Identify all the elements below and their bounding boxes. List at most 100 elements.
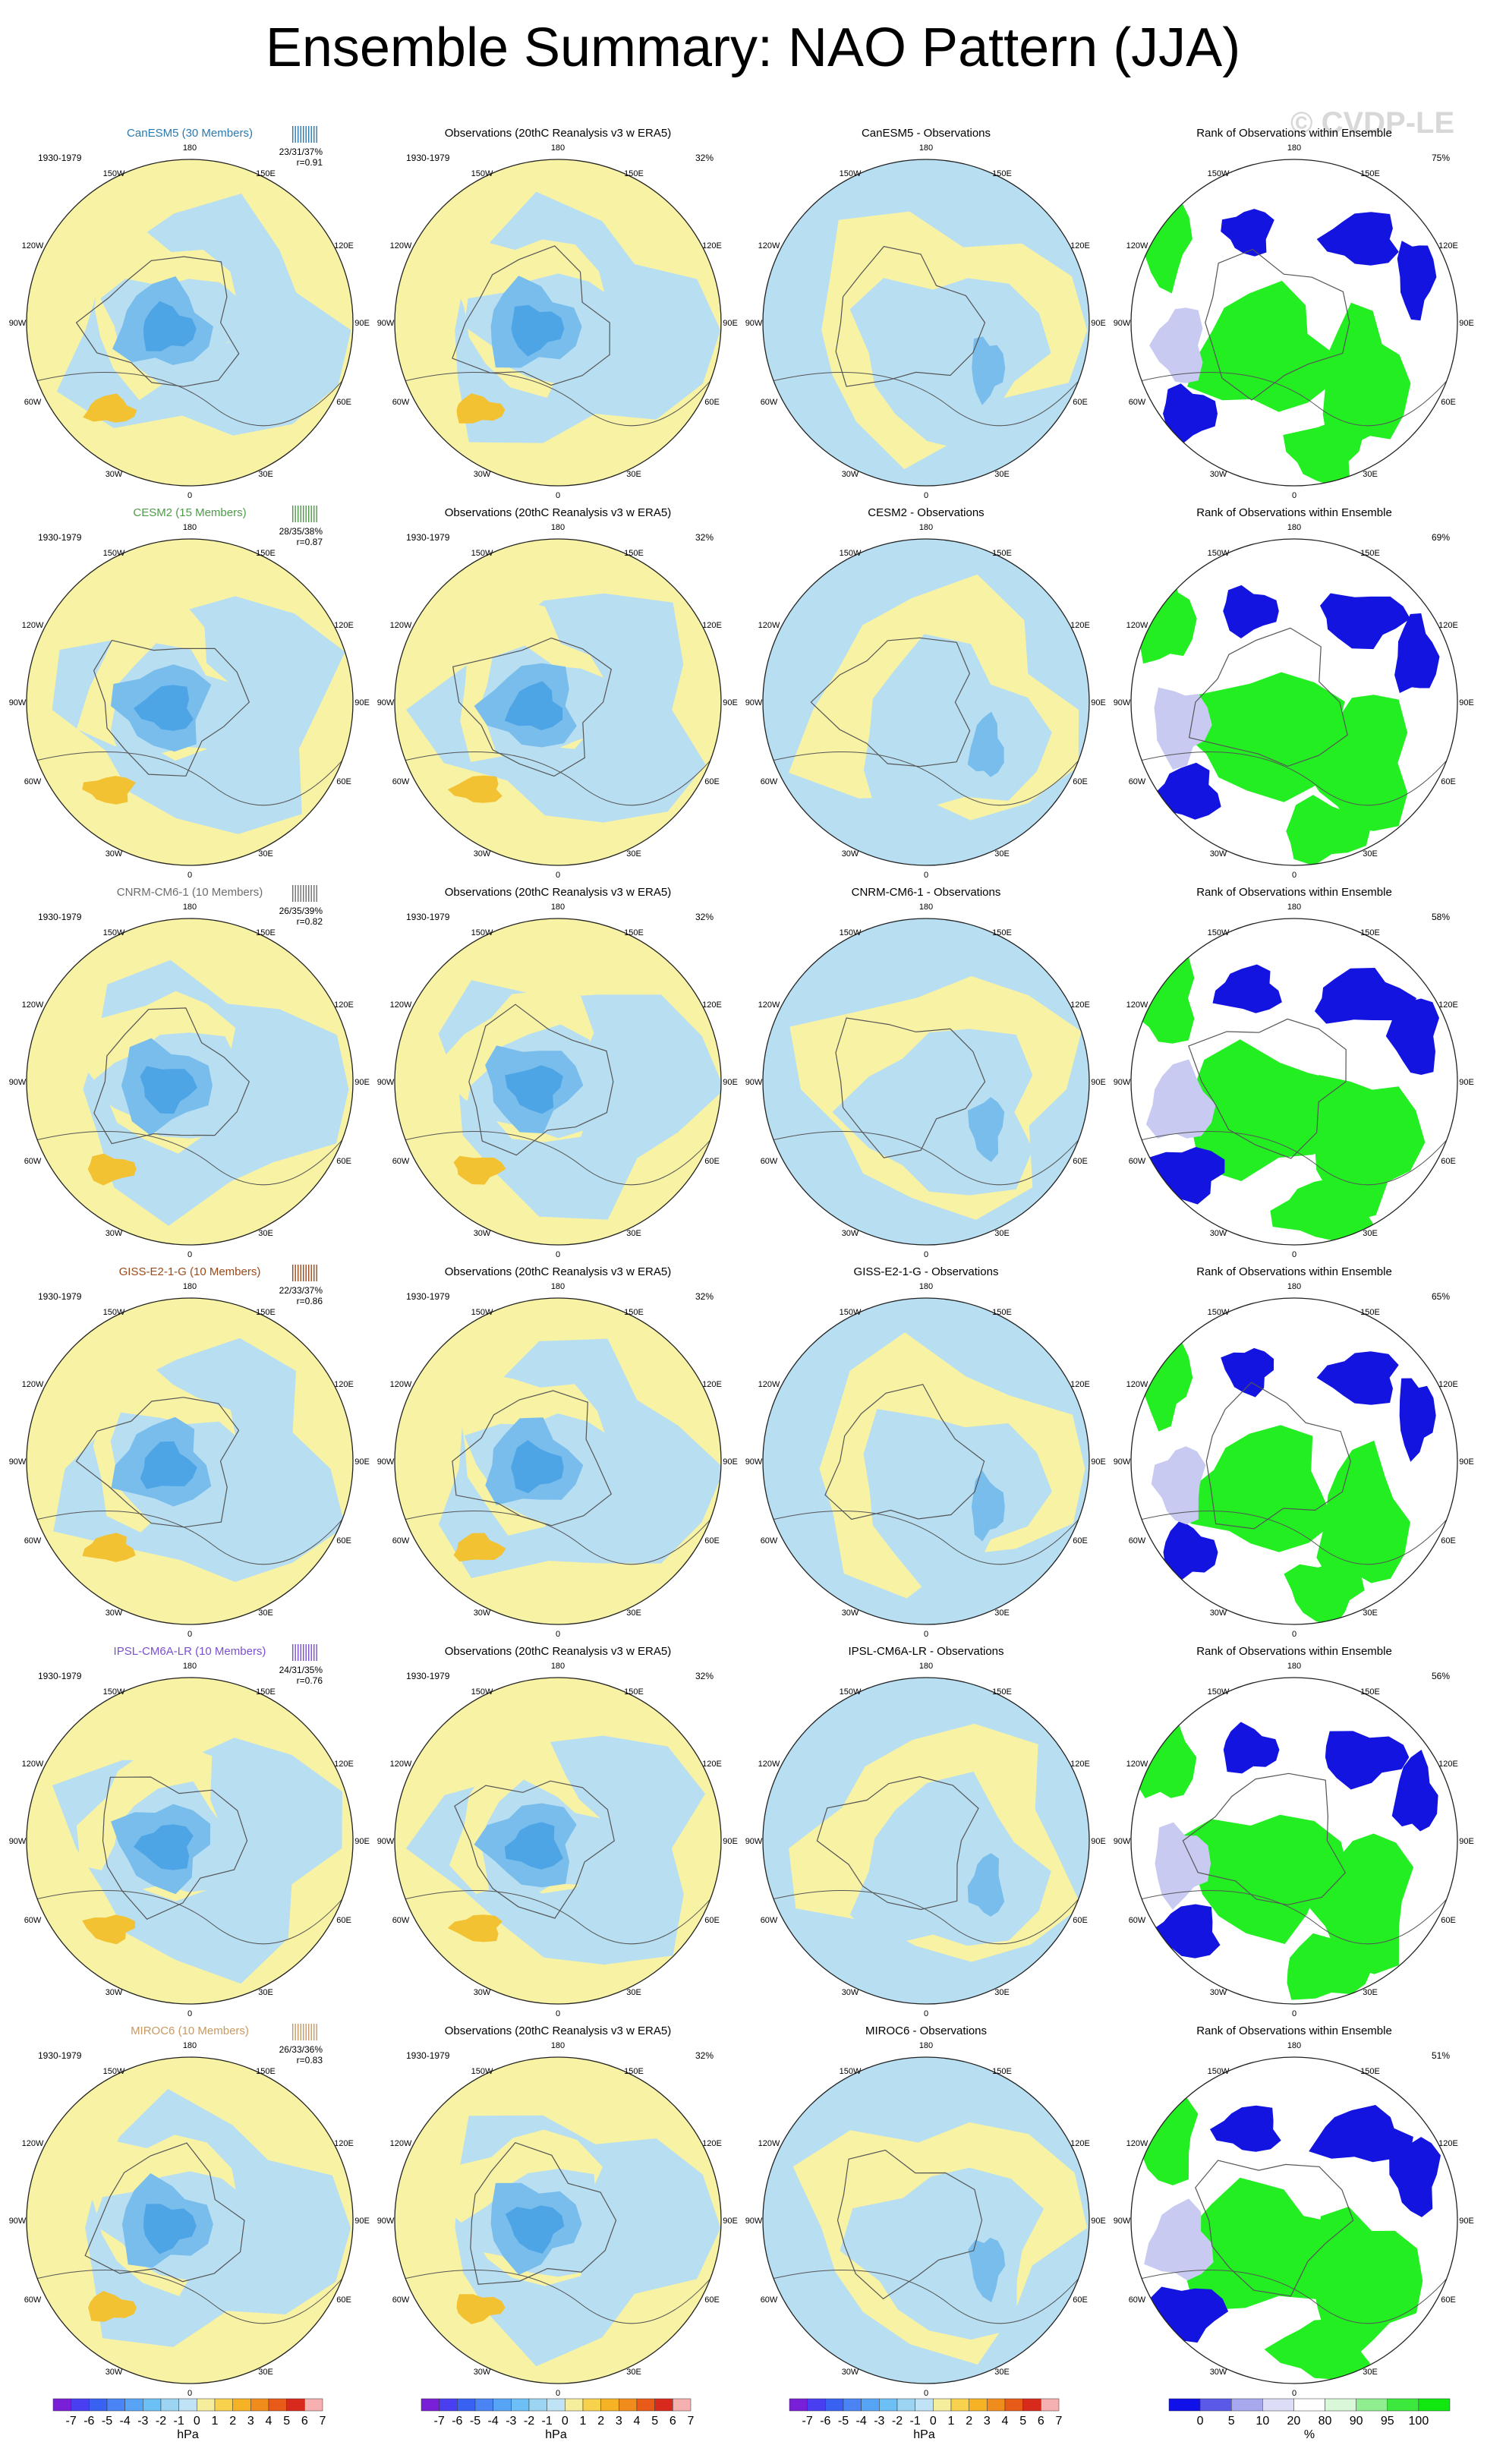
rank-region (1163, 383, 1218, 446)
colorbar-tick-label: 100 (1409, 2415, 1429, 2428)
lon-label: 60E (1441, 1536, 1456, 1546)
coastline (835, 246, 986, 387)
lon-label: 120E (334, 1760, 354, 1769)
colorbar-swatch (178, 2398, 197, 2412)
map-outline (394, 918, 722, 1246)
positive-core (87, 1153, 137, 1186)
anomaly-core (505, 2205, 565, 2254)
coastline (1182, 1772, 1347, 1905)
lon-label: 150W (840, 1687, 862, 1697)
colorbar-swatch (197, 2398, 216, 2412)
period-label: 1930-1979 (406, 1671, 450, 1681)
colorbar-swatch (106, 2398, 125, 2412)
colorbar-tick-label: -2 (892, 2415, 903, 2428)
lon-label: 150W (103, 169, 125, 178)
lon-label: 90E (354, 319, 370, 328)
lon-label: 120W (1126, 1380, 1148, 1389)
lon-label: 0 (556, 1250, 560, 1259)
rank-region (1394, 613, 1440, 693)
lon-label: 150W (103, 2067, 125, 2076)
map-outline (394, 2056, 722, 2384)
lon-label: 0 (924, 2009, 928, 2018)
lon-label: 60E (704, 1916, 720, 1925)
lon-label: 120W (1126, 241, 1148, 250)
lon-label: 150E (1360, 928, 1380, 937)
obs-title: Observations (20thC Reanalysis v3 w ERA5… (445, 1265, 671, 1278)
coastline (395, 747, 721, 806)
anomaly-region (863, 1409, 1052, 1590)
lon-label: 0 (556, 2389, 560, 2398)
member-tick (295, 2024, 296, 2040)
map-outline (394, 1297, 722, 1625)
lon-label: 0 (1292, 2009, 1296, 2018)
map-outline (26, 918, 354, 1246)
lon-label: 60E (1073, 398, 1088, 407)
map-outline (762, 159, 1090, 487)
anomaly-region (849, 278, 1051, 453)
anomaly-core (140, 1441, 197, 1489)
lon-label: 150E (1360, 549, 1380, 558)
lon-label: 30E (258, 1988, 273, 1997)
map-outline (762, 2056, 1090, 2384)
lon-label: 60E (1073, 777, 1088, 786)
coastline (395, 367, 721, 427)
lon-label: 180 (551, 523, 565, 532)
coastline (1131, 1886, 1457, 1945)
model-name: CNRM-CM6-1 (10 Members) (117, 886, 263, 899)
lon-label: 120W (1126, 2139, 1148, 2148)
lon-label: 120W (22, 1760, 44, 1769)
rank-region (1210, 2105, 1281, 2152)
lon-label: 60W (761, 1536, 778, 1546)
lon-label: 120E (334, 1380, 354, 1389)
lon-label: 30E (258, 849, 273, 859)
map-panel-1-4: 180 150W 150E 120W 120E 90W 90E 60W 60E 30W 30E 0 Ra… (1114, 127, 1474, 500)
lon-label: 120E (1070, 1000, 1090, 1010)
model-stats: 22/33/37% (279, 1285, 323, 1296)
lon-label: 60W (392, 777, 410, 786)
lon-label: 60W (1129, 1157, 1146, 1166)
rank-region (1176, 672, 1345, 802)
lon-label: 150W (840, 1308, 862, 1317)
lon-label: 0 (1292, 1250, 1296, 1259)
map-fill (27, 539, 353, 865)
lon-label: 150E (624, 928, 644, 937)
lon-label: 120E (1438, 621, 1458, 630)
colorbar-tick-label: -5 (102, 2415, 112, 2428)
lon-label: 60W (1129, 1916, 1146, 1925)
lon-label: 90E (1091, 1837, 1106, 1846)
map-fill (763, 1678, 1089, 2004)
rank-region (1184, 1039, 1358, 1181)
lon-label: 180 (919, 143, 933, 153)
rank-pct: 65% (1432, 1291, 1450, 1302)
lon-label: 30W (842, 470, 859, 479)
map-panel-1-3: 180 150W 150E 120W 120E 90W 90E 60W 60E 30W 30E 0 Ca… (745, 127, 1106, 500)
lon-label: 120E (1070, 1380, 1090, 1389)
lon-label: 150E (992, 169, 1012, 178)
colorbar-tick-label: -5 (470, 2415, 480, 2428)
lon-label: 30E (626, 1229, 641, 1238)
period-label: 1930-1979 (406, 1291, 450, 1302)
lon-label: 180 (1287, 143, 1301, 153)
rank-region (1286, 795, 1370, 865)
anomaly-core (511, 304, 565, 357)
colorbar-swatch (1230, 2398, 1263, 2412)
colorbar-swatch (825, 2398, 844, 2412)
lon-label: 90E (1459, 1457, 1474, 1467)
rank-region (1154, 687, 1212, 770)
model-correlation: r=0.76 (297, 1675, 323, 1686)
lon-label: 90W (9, 319, 27, 328)
lon-label: 60E (1073, 1916, 1088, 1925)
lon-label: 60E (1073, 2295, 1088, 2305)
colorbar-tick-label: 3 (984, 2415, 991, 2428)
coastline (1205, 1382, 1351, 1530)
lon-label: 60W (761, 398, 778, 407)
map-outline (762, 918, 1090, 1246)
colorbar-unit: hPa (545, 2428, 567, 2441)
colorbar-swatch (565, 2398, 584, 2412)
coastline (27, 367, 353, 427)
obs-title: Observations (20thC Reanalysis v3 w ERA5… (445, 2024, 671, 2037)
period-label: 1930-1979 (406, 2050, 450, 2061)
colorbar-tick-label: -3 (137, 2415, 148, 2428)
colorbar-tick-label: -1 (542, 2415, 553, 2428)
lon-label: 60E (704, 1157, 720, 1166)
